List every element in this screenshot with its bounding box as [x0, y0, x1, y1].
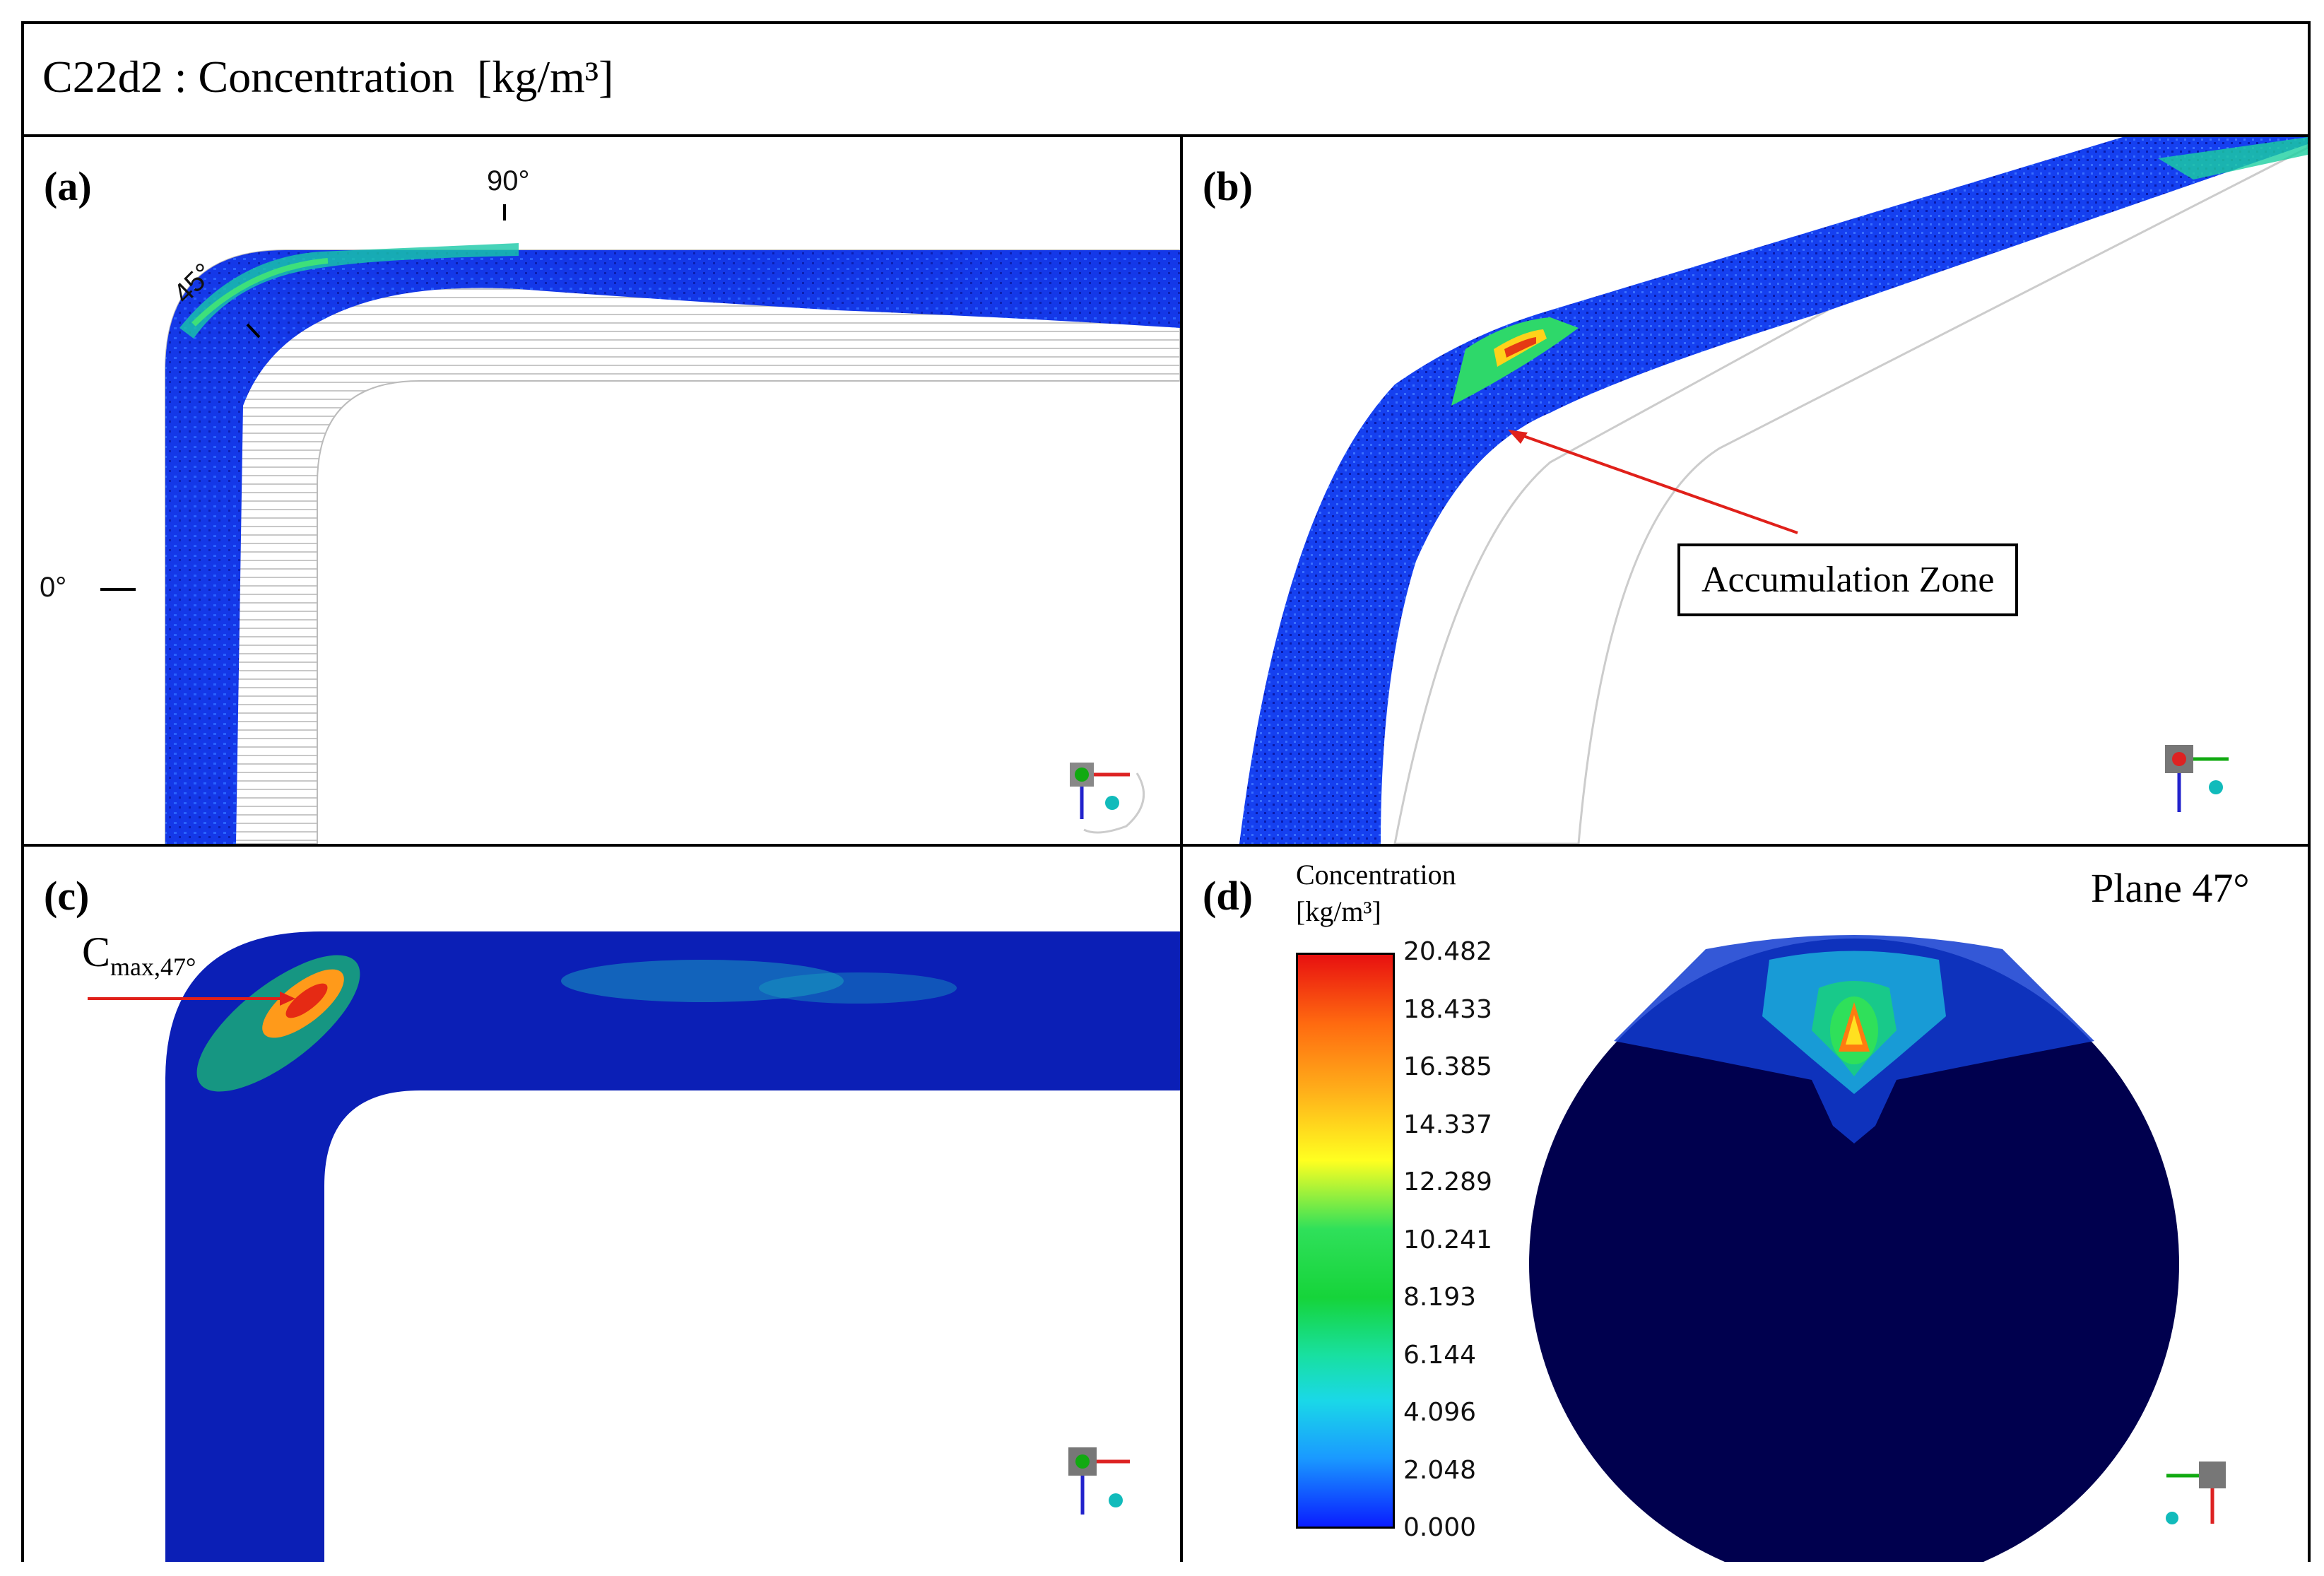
axis-triad-icon — [2166, 1462, 2226, 1524]
title-units: [kg/m³] — [477, 52, 614, 102]
axis-triad-icon — [2165, 745, 2229, 812]
bend-particle-view-b — [1239, 137, 2308, 844]
cmax-label: Cmax,47° — [82, 928, 196, 982]
cross-section-disc — [1529, 939, 2179, 1562]
colorbar-tick-label: 18.433 — [1403, 994, 1492, 1024]
angle-0-label: 0° — [40, 572, 67, 603]
axis-triad-icon — [1068, 1447, 1130, 1515]
colorbar-tick-label: 6.144 — [1403, 1340, 1477, 1370]
panel-a: (a) 90° 45° 0° — [24, 137, 1180, 844]
figure-title: C22d2 : Concentration [kg/m³] — [42, 51, 613, 103]
accumulation-zone-callout: Accumulation Zone — [1677, 543, 2019, 616]
colorbar-tick-label: 8.193 — [1403, 1283, 1477, 1312]
colorbar-tick-label: 16.385 — [1403, 1052, 1492, 1081]
legend-title: Concentration [kg/m³] — [1296, 857, 1456, 930]
grid-horizontal-divider — [24, 844, 2308, 847]
panel-label-b: (b) — [1203, 163, 1253, 209]
angle-45-tick — [246, 323, 261, 339]
panel-label-a: (a) — [44, 163, 92, 209]
colorbar-tick-label: 0.000 — [1403, 1513, 1477, 1542]
panel-label-c: (c) — [44, 873, 90, 919]
cmax-main: C — [82, 929, 111, 975]
colorbar-tick-label: 2.048 — [1403, 1455, 1477, 1485]
colorbar-tick-label: 14.337 — [1403, 1110, 1492, 1139]
plane-label: Plane 47° — [2091, 865, 2250, 911]
panel-d: (d) Concentration [kg/m³] Plane 47° 20.4… — [1183, 847, 2308, 1562]
panel-c: (c) Cmax,47° — [24, 847, 1180, 1562]
bend-particle-view-a — [100, 204, 1180, 844]
colorbar-tick-label: 10.241 — [1403, 1225, 1492, 1254]
colorbar-tick-label: 20.482 — [1403, 937, 1492, 966]
angle-90-label: 90° — [487, 165, 530, 196]
title-bar: C22d2 : Concentration [kg/m³] — [24, 24, 2308, 137]
bend-contour-view-c — [88, 931, 1180, 1562]
colorbar-tick-label: 4.096 — [1403, 1398, 1477, 1427]
title-main: C22d2 : Concentration — [42, 52, 455, 102]
accumulation-arrow — [1513, 431, 1798, 534]
cmax-sub: max,47° — [110, 953, 196, 981]
colorbar — [1296, 953, 1395, 1529]
panel-b: (b) Accumulation Zone — [1183, 137, 2308, 844]
legend-title-line2: [kg/m³] — [1296, 895, 1381, 927]
panel-label-d: (d) — [1203, 873, 1253, 919]
colorbar-tick-label: 12.289 — [1403, 1168, 1492, 1196]
grid-vertical-divider — [1180, 137, 1183, 1562]
cross-section-plot — [1529, 935, 2226, 1562]
legend-title-line1: Concentration — [1296, 859, 1456, 890]
axis-triad-icon — [1070, 763, 1145, 834]
figure-frame: C22d2 : Concentration [kg/m³] — [21, 21, 2311, 1562]
